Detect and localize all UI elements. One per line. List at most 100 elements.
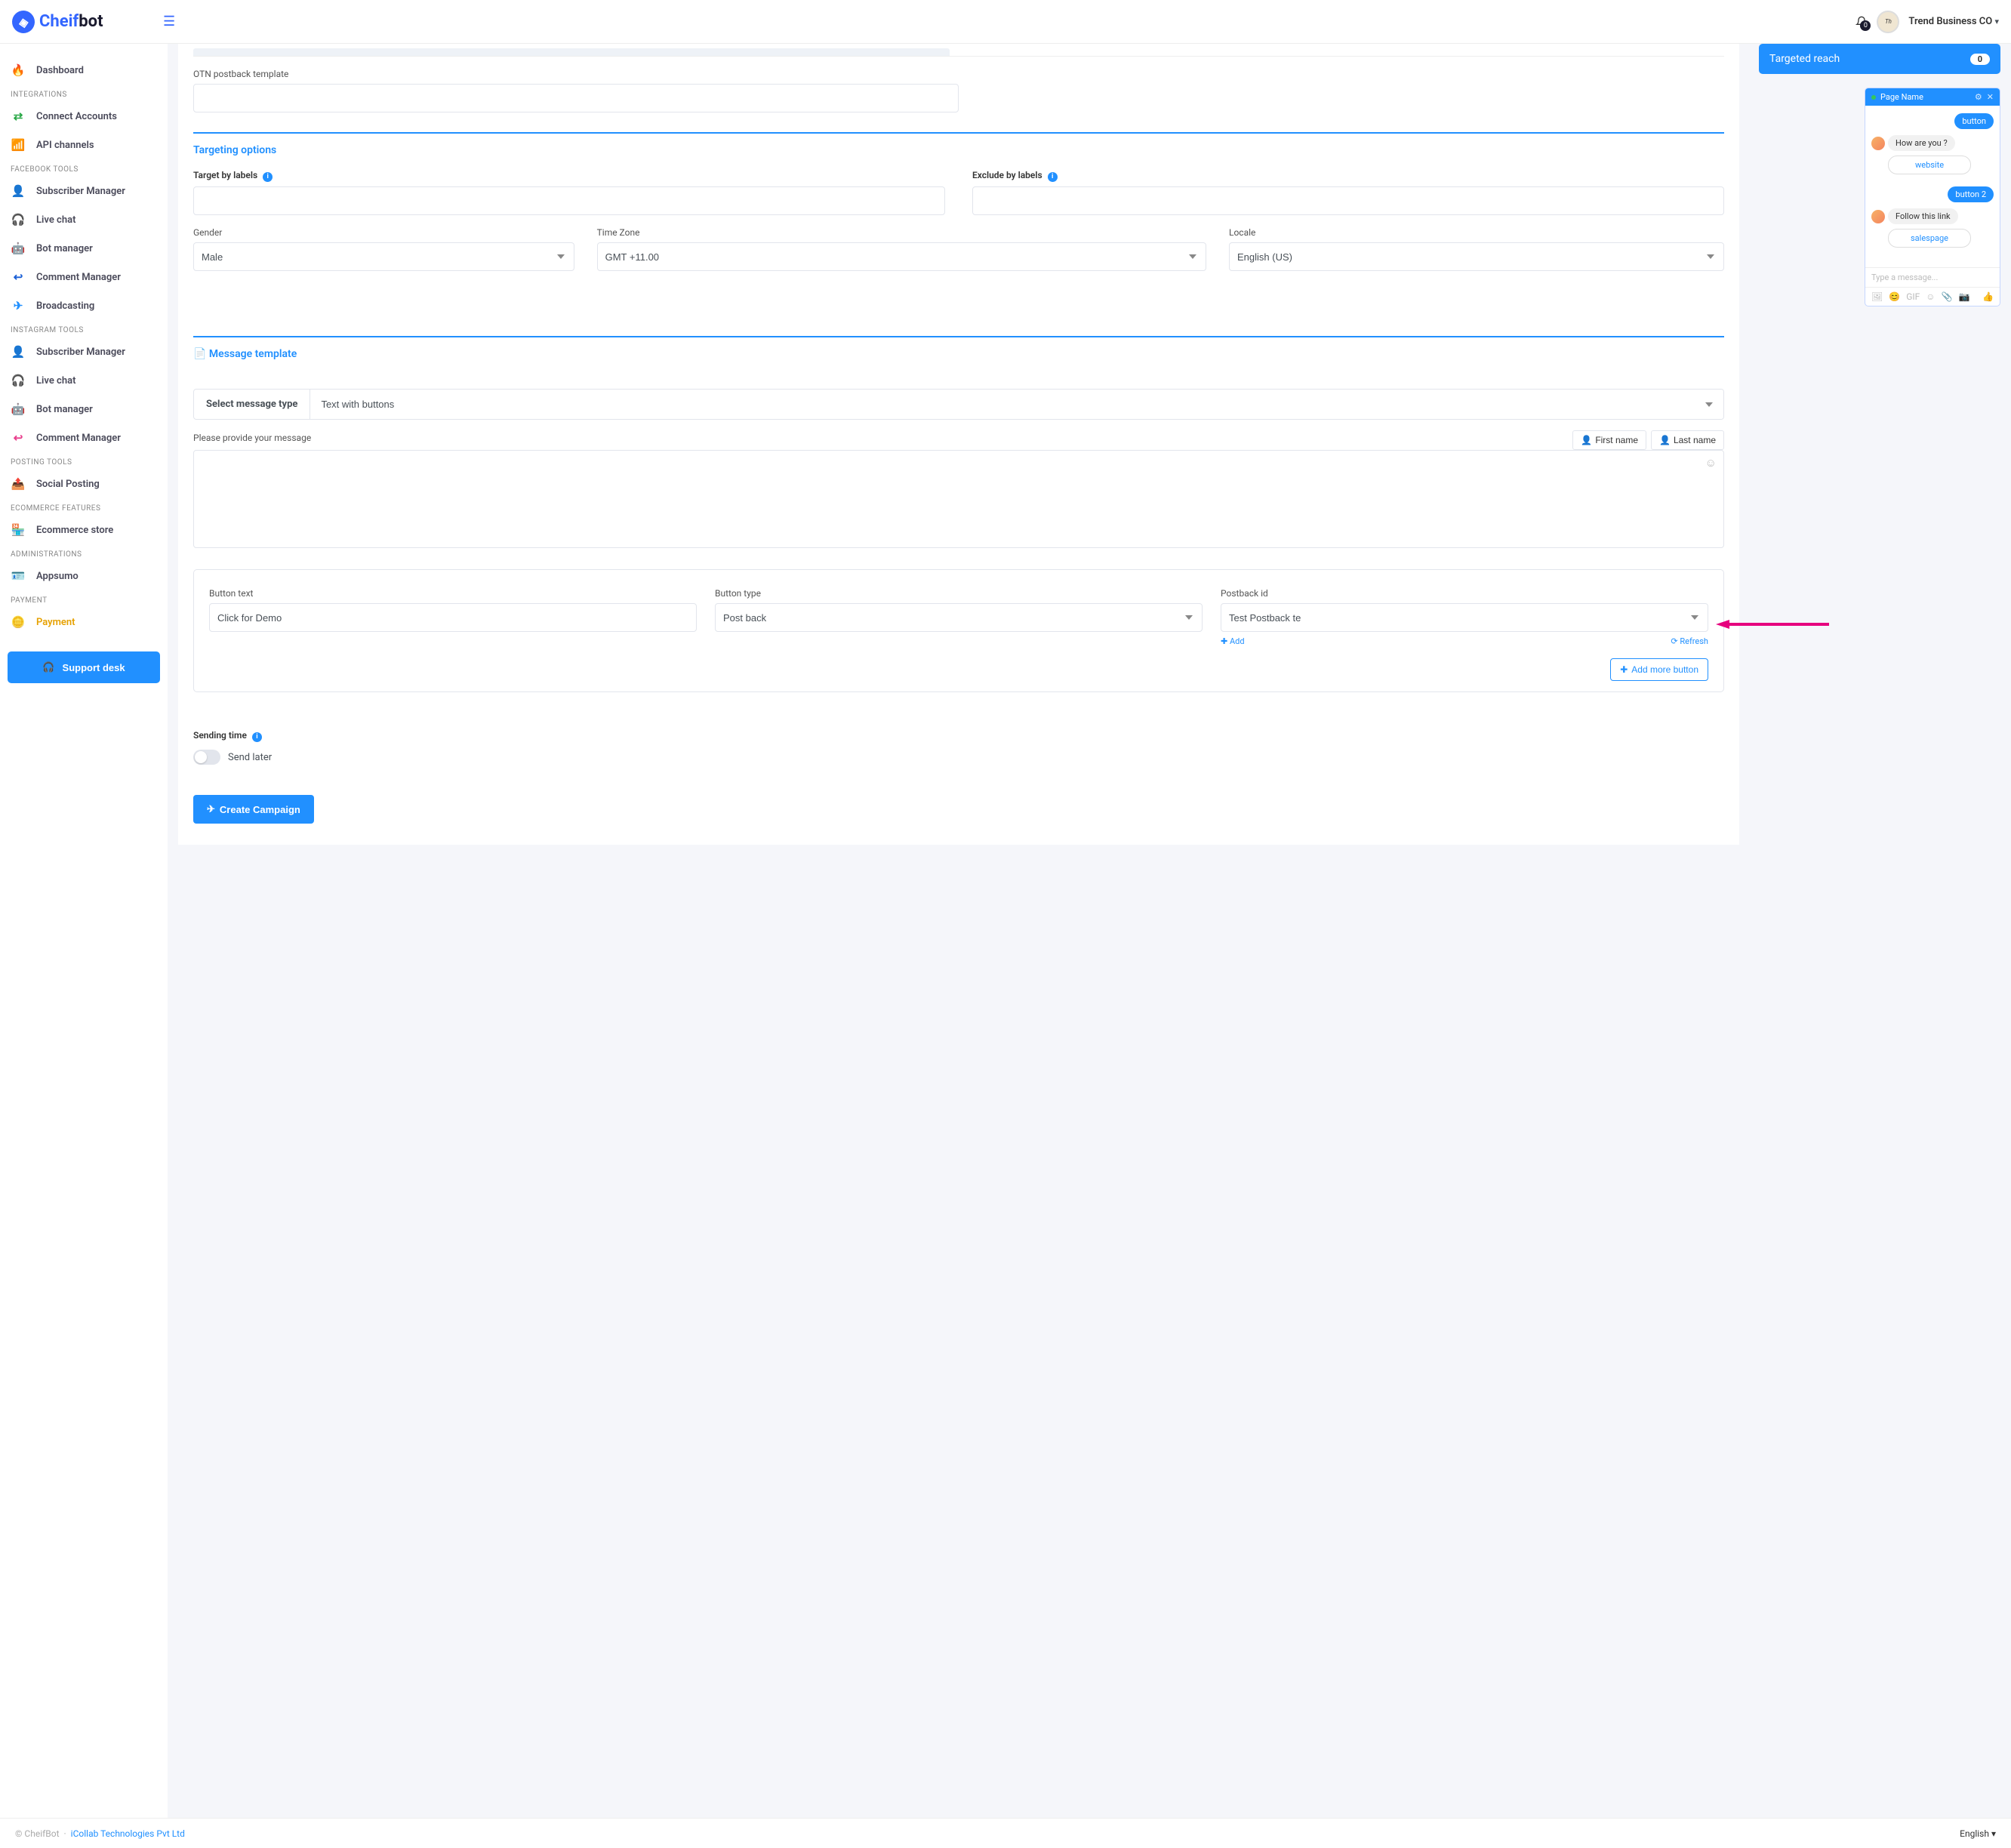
org-avatar[interactable]: Th xyxy=(1877,11,1899,33)
targeting-title: Targeting options xyxy=(193,144,1724,156)
btn-type-select[interactable]: Post back xyxy=(715,603,1203,632)
sidebar-item-ig-botmanager[interactable]: 🤖 Bot manager xyxy=(0,395,168,424)
sidebar-item-ig-comment[interactable]: ↩ Comment Manager xyxy=(0,424,168,452)
user-icon: 👤 xyxy=(1659,435,1671,445)
sidebar-item-appsumo[interactable]: 🪪 Appsumo xyxy=(0,562,168,590)
reply-icon: ↩ xyxy=(11,431,26,445)
preview-page-name: Page Name xyxy=(1880,92,1923,102)
tabs-stub xyxy=(193,48,1724,57)
language-dropdown[interactable]: English ▾ xyxy=(1960,1828,1996,1839)
send-later-label: Send later xyxy=(228,752,272,763)
sidebar-item-fb-botmanager[interactable]: 🤖 Bot manager xyxy=(0,234,168,263)
sidebar-label: Broadcasting xyxy=(36,300,94,312)
msgtype-select[interactable]: Text with buttons xyxy=(310,390,1723,419)
sidebar-label: Bot manager xyxy=(36,404,93,415)
sidebar-item-fb-livechat[interactable]: 🎧 Live chat xyxy=(0,205,168,234)
org-dropdown[interactable]: Trend Business CO ▾ xyxy=(1908,16,1999,27)
message-textarea[interactable] xyxy=(193,450,1724,548)
add-link[interactable]: ✚ Add xyxy=(1221,636,1245,646)
info-icon[interactable]: i xyxy=(1048,172,1058,182)
logo-text-b: bot xyxy=(79,12,103,31)
bubble-button: website xyxy=(1888,156,1971,174)
target-by-label: Target by labels i xyxy=(193,170,945,182)
share-icon: 📤 xyxy=(11,477,26,491)
sidebar-label: Subscriber Manager xyxy=(36,186,125,197)
lastname-button[interactable]: 👤 Last name xyxy=(1651,430,1724,450)
postback-select[interactable]: Test Postback te xyxy=(1221,603,1708,632)
org-name: Trend Business CO xyxy=(1908,16,1992,27)
emoji-icon[interactable]: ☺ xyxy=(1705,456,1717,470)
sidebar-label: Payment xyxy=(36,617,75,628)
camera-icon: 📷 xyxy=(1958,291,1969,302)
sidebar-item-fb-broadcast[interactable]: ✈ Broadcasting xyxy=(0,291,168,320)
topbar: ◈ Cheifbot ☰ 0 Th Trend Business CO ▾ xyxy=(0,0,2011,44)
sidebar-label: Ecommerce store xyxy=(36,525,113,536)
sidebar-label: API channels xyxy=(36,140,94,151)
robot-icon: 🤖 xyxy=(11,242,26,255)
sidebar-label: Comment Manager xyxy=(36,433,121,444)
online-dot-icon xyxy=(1871,95,1876,100)
sidebar: 🔥 Dashboard INTEGRATIONS ⇄ Connect Accou… xyxy=(0,44,168,1818)
plane-icon: ✈ xyxy=(207,803,215,815)
hamburger-icon[interactable]: ☰ xyxy=(163,14,175,29)
sidebar-item-ig-subscriber[interactable]: 👤 Subscriber Manager xyxy=(0,337,168,366)
sticker-icon: 😊 xyxy=(1889,291,1900,302)
sidebar-item-fb-subscriber[interactable]: 👤 Subscriber Manager xyxy=(0,177,168,205)
otn-label: OTN postback template xyxy=(193,69,1724,79)
emoji-icon: ☺ xyxy=(1926,291,1935,302)
gender-select[interactable]: Male xyxy=(193,242,574,271)
footer-link[interactable]: iCollab Technologies Pvt Ltd xyxy=(71,1828,185,1839)
plane-icon: ✈ xyxy=(11,299,26,313)
sidebar-item-social-posting[interactable]: 📤 Social Posting xyxy=(0,470,168,498)
btn-text-input[interactable] xyxy=(209,603,697,632)
target-by-input[interactable] xyxy=(193,186,945,215)
store-icon: 🏪 xyxy=(11,523,26,537)
refresh-link[interactable]: ⟳ Refresh xyxy=(1671,636,1708,646)
divider xyxy=(193,336,1724,337)
sidebar-group-posting: POSTING TOOLS xyxy=(0,452,168,470)
sidebar-item-connect-accounts[interactable]: ⇄ Connect Accounts xyxy=(0,102,168,131)
bubble: How are you ? xyxy=(1888,135,1955,151)
info-icon[interactable]: i xyxy=(252,732,262,742)
sidebar-label: Comment Manager xyxy=(36,272,121,283)
button-builder: Button text Button type Post back Postba… xyxy=(193,569,1724,692)
sidebar-item-dashboard[interactable]: 🔥 Dashboard xyxy=(0,56,168,85)
flame-icon: 🔥 xyxy=(11,63,26,77)
send-later-toggle[interactable] xyxy=(193,750,220,765)
avatar-icon xyxy=(1871,210,1885,223)
footer: © CheifBot · iCollab Technologies Pvt Lt… xyxy=(0,1818,2011,1848)
sidebar-label: Social Posting xyxy=(36,479,100,490)
sidebar-group-admin: ADMINISTRATIONS xyxy=(0,544,168,562)
exclude-by-input[interactable] xyxy=(972,186,1724,215)
sidebar-label: Dashboard xyxy=(36,65,84,76)
image-icon: 🖼 xyxy=(1871,291,1883,302)
create-campaign-button[interactable]: ✈ Create Campaign xyxy=(193,795,314,824)
support-desk-button[interactable]: 🎧 Support desk xyxy=(8,651,160,683)
sidebar-item-ig-livechat[interactable]: 🎧 Live chat xyxy=(0,366,168,395)
sidebar-item-ecommerce[interactable]: 🏪 Ecommerce store xyxy=(0,516,168,544)
tz-select[interactable]: GMT +11.00 xyxy=(597,242,1206,271)
postback-label: Postback id xyxy=(1221,588,1708,599)
otn-input[interactable] xyxy=(193,84,959,112)
caret-down-icon: ▾ xyxy=(1994,17,1999,26)
msgtype-label: Select message type xyxy=(194,390,310,419)
add-more-button[interactable]: ✚ Add more button xyxy=(1610,658,1708,681)
bubble: button xyxy=(1954,113,1994,129)
sidebar-item-payment[interactable]: 🪙 Payment xyxy=(0,608,168,636)
locale-label: Locale xyxy=(1229,227,1724,238)
locale-select[interactable]: English (US) xyxy=(1229,242,1724,271)
logo[interactable]: ◈ Cheifbot xyxy=(12,11,163,33)
robot-icon: 🤖 xyxy=(11,402,26,416)
sidebar-label: Subscriber Manager xyxy=(36,346,125,358)
sidebar-label: Connect Accounts xyxy=(36,111,117,122)
sidebar-item-fb-comment[interactable]: ↩ Comment Manager xyxy=(0,263,168,291)
id-icon: 🪪 xyxy=(11,569,26,583)
notifications-button[interactable]: 0 xyxy=(1855,14,1868,29)
support-desk-label: Support desk xyxy=(63,662,125,673)
coins-icon: 🪙 xyxy=(11,615,26,629)
info-icon[interactable]: i xyxy=(263,172,273,182)
firstname-button[interactable]: 👤 First name xyxy=(1572,430,1646,450)
reply-icon: ↩ xyxy=(11,270,26,284)
caret-down-icon: ▾ xyxy=(1991,1828,1996,1839)
sidebar-item-api-channels[interactable]: 📶 API channels xyxy=(0,131,168,159)
